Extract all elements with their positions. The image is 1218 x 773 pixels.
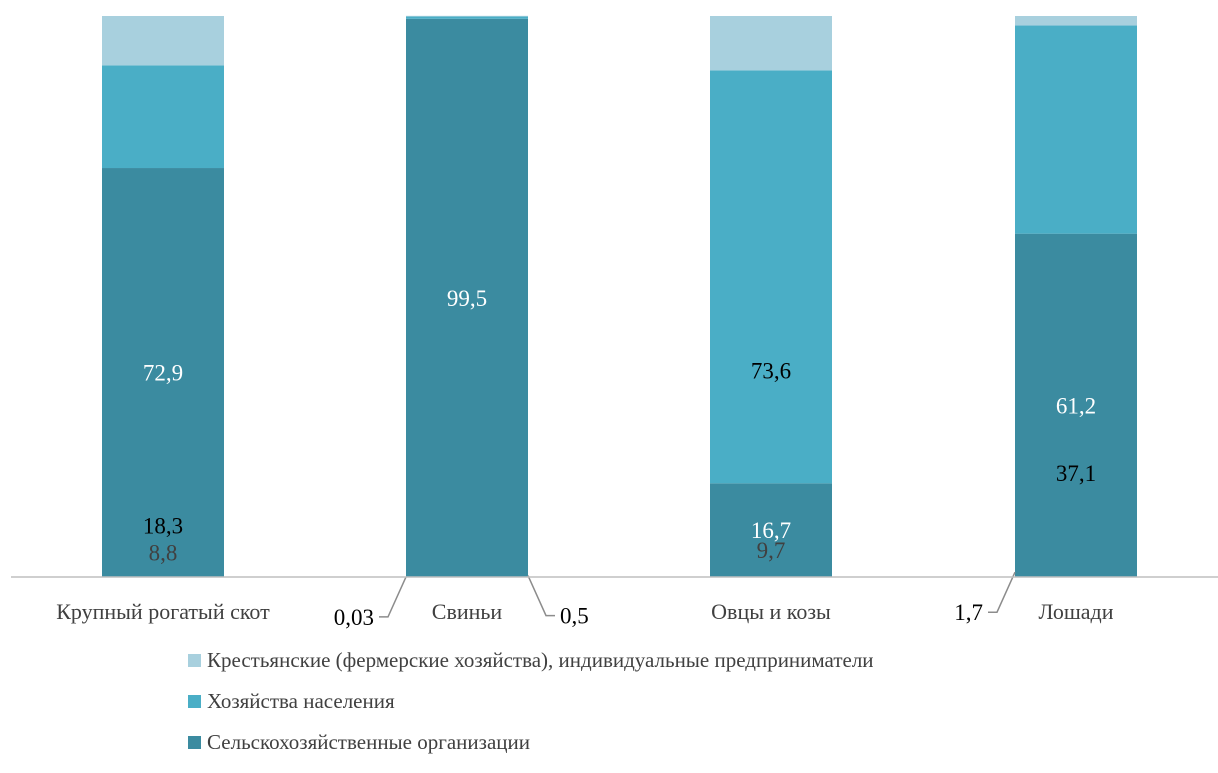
data-label-farmers-2: 0,03 <box>334 605 374 630</box>
data-label-org-2: 99,5 <box>447 286 487 311</box>
legend-item-households: Хозяйства населения <box>188 688 874 713</box>
data-label-org-4: 61,2 <box>1056 393 1096 418</box>
x-tick-label-4: Лошади <box>1038 599 1113 624</box>
data-label-farmers-3: 9,7 <box>757 538 786 563</box>
bar-segment-org-4 <box>1015 233 1137 577</box>
data-label-households-1: 18,3 <box>143 514 183 539</box>
bar-segment-farmers-4 <box>1015 16 1137 26</box>
bar-segment-farmers-3 <box>710 16 832 71</box>
bar-segment-org-2 <box>406 18 528 578</box>
legend-swatch-farmers <box>188 653 201 667</box>
bar-segment-farmers-1 <box>102 16 224 66</box>
legend-label-org: Сельскохозяйственные организации <box>207 729 530 754</box>
bar-segment-org-3 <box>710 483 832 577</box>
bar-segment-households-1 <box>102 65 224 169</box>
data-label-households-3: 73,6 <box>751 359 791 384</box>
x-tick-label-2: Свиньи <box>432 599 503 624</box>
data-label-org-1: 72,9 <box>143 361 183 386</box>
stacked-bar-chart: 72,9 18,38,8 99,5 0,5 0,03 16,7 73,6 9,7 61,2 37,… <box>11 15 1218 630</box>
legend-swatch-households <box>188 694 201 708</box>
legend-item-org: Сельскохозяйственные организации <box>188 729 874 754</box>
data-label-households-2: 0,5 <box>560 604 589 629</box>
data-label-org-3: 16,7 <box>751 518 791 543</box>
data-label-farmers-1: 8,8 <box>149 540 178 565</box>
legend-swatch-org <box>188 735 201 749</box>
bar-segment-org-1 <box>102 168 224 577</box>
bar-segment-households-3 <box>710 70 832 484</box>
x-tick-label-3: Овцы и козы <box>711 599 831 624</box>
data-label-households-4: 37,1 <box>1056 461 1096 486</box>
bar-segment-households-2 <box>406 16 528 19</box>
data-label-farmers-4: 1,7 <box>954 600 983 625</box>
leader-line-farmers-4 <box>988 571 1016 613</box>
x-tick-label-1: Крупный рогатый скот <box>56 599 270 624</box>
legend: Крестьянские (фермерские хозяйства), инд… <box>188 647 874 773</box>
legend-item-farmers: Крестьянские (фермерские хозяйства), инд… <box>188 647 874 672</box>
legend-label-farmers: Крестьянские (фермерские хозяйства), инд… <box>207 647 874 672</box>
bar-segment-farmers-2 <box>406 15 528 17</box>
leader-line-households-2 <box>527 575 555 617</box>
leader-line-farmers-2 <box>379 576 407 618</box>
legend-label-households: Хозяйства населения <box>207 688 395 713</box>
bar-segment-households-4 <box>1015 25 1137 234</box>
